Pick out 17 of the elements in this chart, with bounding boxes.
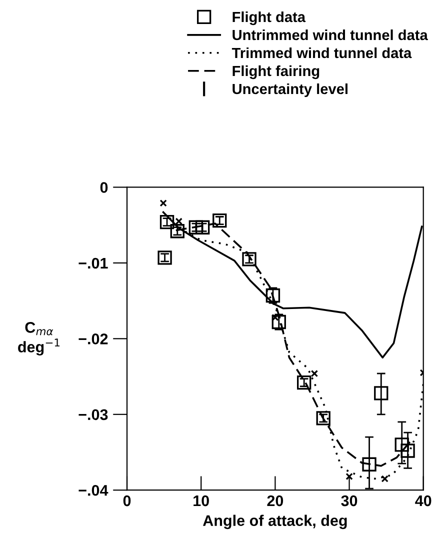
y-tick-label: 0: [100, 182, 108, 193]
y-tick-label: −.01: [78, 258, 108, 269]
y-axis-title: C$_{mα}$ deg$^{−1}$: [18, 322, 60, 356]
y-tick-label: −.04: [78, 484, 108, 496]
text: Uncertainty level: [232, 83, 348, 98]
x-tick-label: 0: [123, 495, 131, 506]
y-tick-label: −.02: [78, 334, 108, 344]
x-axis-title: Angle of attack, deg: [202, 514, 347, 530]
legend-label: Flight data: [232, 11, 306, 26]
legend-label: Trimmed wind tunnel data: [232, 47, 412, 58]
x-tick-label: 20: [267, 495, 284, 506]
legend-label: Untrimmed wind tunnel data: [232, 29, 428, 40]
x-tick-label: 10: [194, 495, 209, 506]
x-tick-label: 40: [415, 495, 432, 506]
x-tick-label: 30: [341, 495, 358, 506]
y-tick-label: −.03: [78, 409, 108, 420]
legend-label: Flight fairing: [232, 65, 320, 80]
